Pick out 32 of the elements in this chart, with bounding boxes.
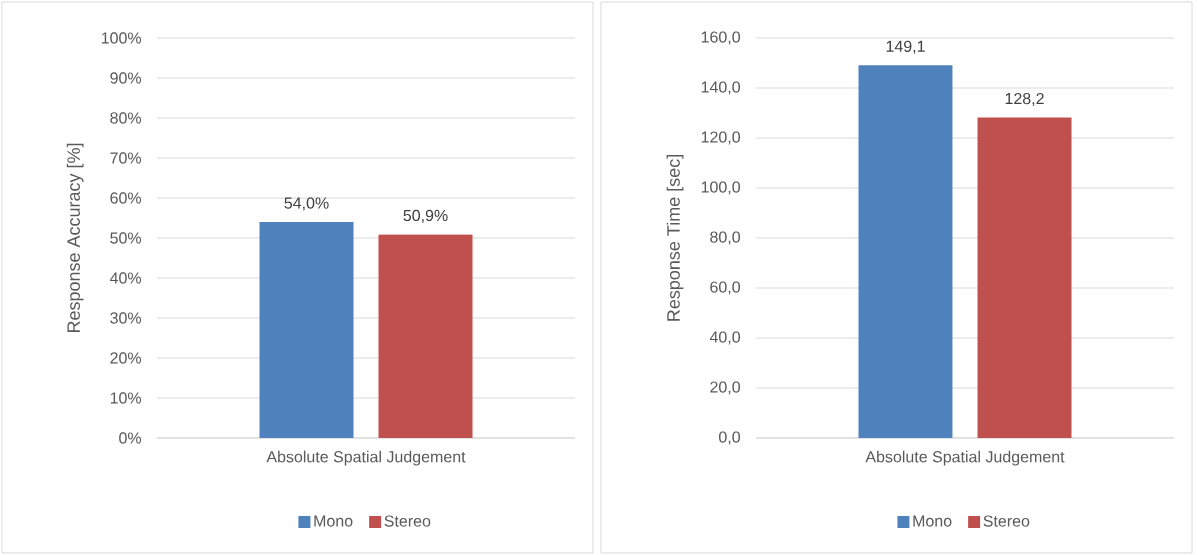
y-tick-label: 90%	[110, 72, 142, 84]
y-tick-label: 60%	[110, 192, 142, 204]
x-tick-label: Absolute Spatial Judgement	[266, 450, 466, 466]
y-tick-label: 80,0	[710, 231, 741, 245]
y-tick-label: 100,0	[701, 181, 741, 195]
legend-label: Stereo	[983, 515, 1030, 527]
y-tick-label: 70%	[110, 152, 142, 164]
legend-label: Stereo	[384, 515, 431, 527]
data-label: 50,9%	[403, 209, 448, 224]
y-axis-title: Response Accuracy [%]	[66, 143, 84, 333]
legend-label: Mono	[913, 515, 952, 527]
y-tick-label: 40%	[109, 272, 142, 284]
data-label: 54,0%	[284, 197, 329, 211]
y-tick-label: 40,0	[709, 331, 741, 345]
y-tick-label: 60,0	[710, 281, 741, 295]
x-tick-label: Absolute Spatial Judgement	[865, 450, 1065, 466]
y-tick-label: 30%	[110, 312, 142, 324]
y-tick-label: 0,0	[719, 431, 741, 445]
y-tick-label: 10%	[110, 392, 142, 404]
y-tick-label: 100%	[101, 32, 142, 44]
y-tick-label: 0%	[119, 432, 142, 444]
y-tick-label: 120,0	[701, 131, 741, 145]
data-label: 128,2	[1005, 92, 1044, 107]
y-tick-label: 80%	[110, 112, 142, 124]
y-tick-label: 140,0	[701, 81, 741, 95]
y-axis-title: Response Time [sec]	[666, 155, 684, 321]
y-tick-label: 160,0	[701, 31, 741, 45]
y-tick-label: 20%	[110, 352, 142, 364]
data-label: 149,1	[886, 40, 925, 54]
y-tick-label: 50%	[110, 232, 142, 244]
y-tick-label: 20,0	[710, 381, 741, 395]
legend-label: Mono	[314, 515, 353, 527]
